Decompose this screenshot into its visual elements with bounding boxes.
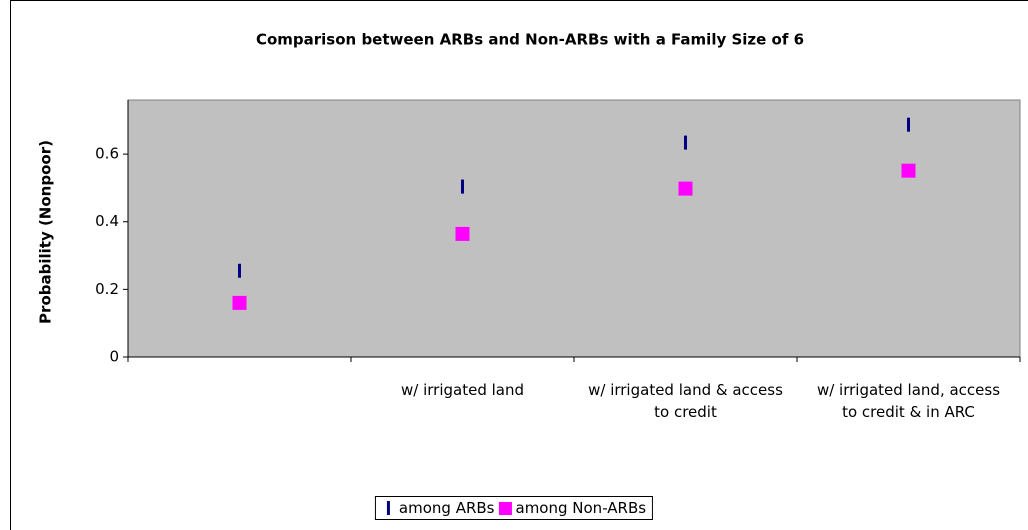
legend-label: among Non-ARBs <box>515 499 647 517</box>
plot-area <box>127 99 1021 358</box>
x-tick-label: w/ irrigated land & access to credit <box>588 381 783 421</box>
point <box>907 117 910 132</box>
point <box>455 226 470 241</box>
y-tick-label: 0.4 <box>95 212 119 230</box>
legend-label: among ARBs <box>398 499 495 517</box>
legend-swatch <box>386 501 390 515</box>
legend: among ARBs among Non-ARBs <box>374 496 654 520</box>
chart-title: Comparison between ARBs and Non-ARBs wit… <box>256 31 804 49</box>
y-tick-label: 0.6 <box>95 145 119 163</box>
point <box>461 179 464 194</box>
point <box>901 163 916 178</box>
legend-swatch <box>498 501 512 515</box>
point <box>678 181 693 196</box>
x-tick-label: w/ irrigated land <box>401 381 524 399</box>
y-tick-label: 0.2 <box>95 280 119 298</box>
point <box>684 135 687 150</box>
point <box>232 295 247 310</box>
point <box>238 263 241 278</box>
y-axis-label: Probability (Nonpoor) <box>37 140 55 324</box>
x-tick-label: w/ irrigated land, access to credit & in… <box>816 381 1001 421</box>
y-tick-label: 0 <box>109 348 119 366</box>
